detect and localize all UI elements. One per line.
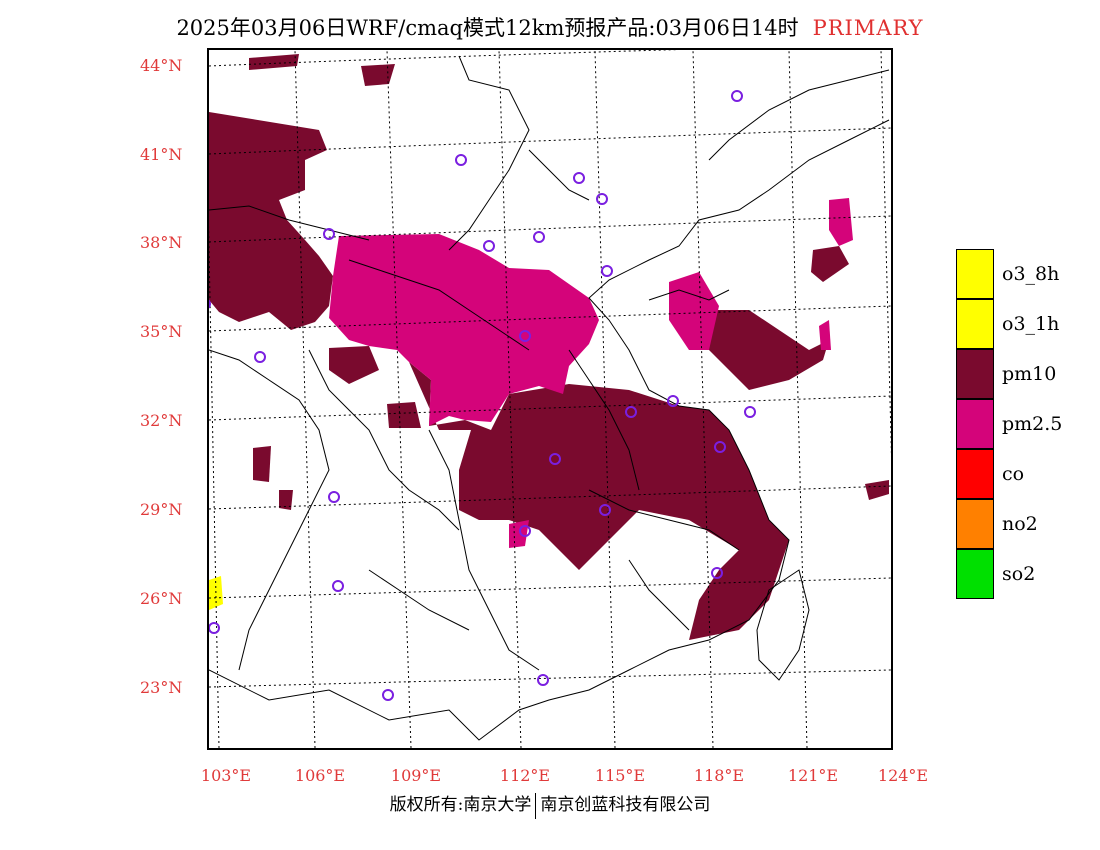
station-markers — [209, 90, 756, 701]
station-marker — [599, 504, 611, 516]
legend-label: pm10 — [1002, 363, 1057, 385]
map-title: 2025年03月06日WRF/cmaq模式12km预报产品:03月06日14时 P… — [0, 12, 1100, 42]
footer-separator — [535, 792, 537, 819]
legend-label: o3_8h — [1002, 263, 1060, 285]
map-panel[interactable] — [207, 48, 893, 750]
station-marker — [714, 441, 726, 453]
lon-label-112: 112°E — [499, 766, 551, 785]
pm10-region — [209, 54, 889, 640]
lat-label-23: 23°N — [140, 678, 183, 697]
station-marker — [549, 453, 561, 465]
station-marker — [209, 299, 211, 309]
primary-tag: PRIMARY — [812, 16, 924, 40]
footer-right: 南京创蓝科技有限公司 — [540, 795, 711, 815]
legend-swatch — [956, 549, 994, 599]
legend-swatch — [956, 399, 994, 449]
legend-swatch — [956, 249, 994, 299]
lat-label-41: 41°N — [140, 145, 183, 164]
station-marker — [667, 395, 679, 407]
pm25-region — [329, 198, 853, 548]
legend-swatch — [956, 299, 994, 349]
station-marker — [519, 330, 531, 342]
lat-label-38: 38°N — [140, 233, 183, 252]
legend-label: pm2.5 — [1002, 413, 1063, 435]
legend-label: no2 — [1002, 513, 1038, 535]
lon-label-103: 103°E — [200, 766, 252, 785]
lat-label-35: 35°N — [140, 322, 183, 341]
lon-label-115: 115°E — [594, 766, 646, 785]
legend-label: co — [1002, 463, 1025, 485]
legend-swatch — [956, 449, 994, 499]
station-marker — [323, 228, 335, 240]
station-marker — [328, 491, 340, 503]
station-marker — [455, 154, 467, 166]
station-marker — [731, 90, 743, 102]
footer-left: 版权所有:南京大学 — [389, 795, 532, 815]
legend-swatch — [956, 349, 994, 399]
station-marker — [533, 231, 545, 243]
title-text: 2025年03月06日WRF/cmaq模式12km预报产品:03月06日14时 — [176, 16, 799, 40]
map-canvas — [209, 50, 891, 748]
lon-label-118: 118°E — [693, 766, 745, 785]
legend-label: o3_1h — [1002, 313, 1060, 335]
station-marker — [596, 193, 608, 205]
lat-label-29: 29°N — [140, 500, 183, 519]
station-marker — [254, 351, 266, 363]
lat-label-44: 44°N — [140, 56, 183, 75]
lon-label-109: 109°E — [390, 766, 442, 785]
station-marker — [332, 580, 344, 592]
lon-label-106: 106°E — [294, 766, 346, 785]
lat-label-26: 26°N — [140, 589, 183, 608]
copyright-footer: 版权所有:南京大学 南京创蓝科技有限公司 — [0, 790, 1100, 819]
legend-label: so2 — [1002, 563, 1036, 585]
station-marker — [483, 240, 495, 252]
boundaries — [209, 55, 890, 741]
station-marker — [711, 567, 723, 579]
station-marker — [537, 674, 549, 686]
station-marker — [625, 406, 637, 418]
lon-label-121: 121°E — [787, 766, 839, 785]
station-marker — [744, 406, 756, 418]
station-marker — [601, 265, 613, 277]
station-marker — [519, 525, 531, 537]
station-marker — [382, 689, 394, 701]
legend-swatch — [956, 499, 994, 549]
lon-label-124: 124°E — [877, 766, 929, 785]
lat-label-32: 32°N — [140, 411, 183, 430]
station-marker — [573, 172, 585, 184]
station-marker — [209, 622, 220, 634]
